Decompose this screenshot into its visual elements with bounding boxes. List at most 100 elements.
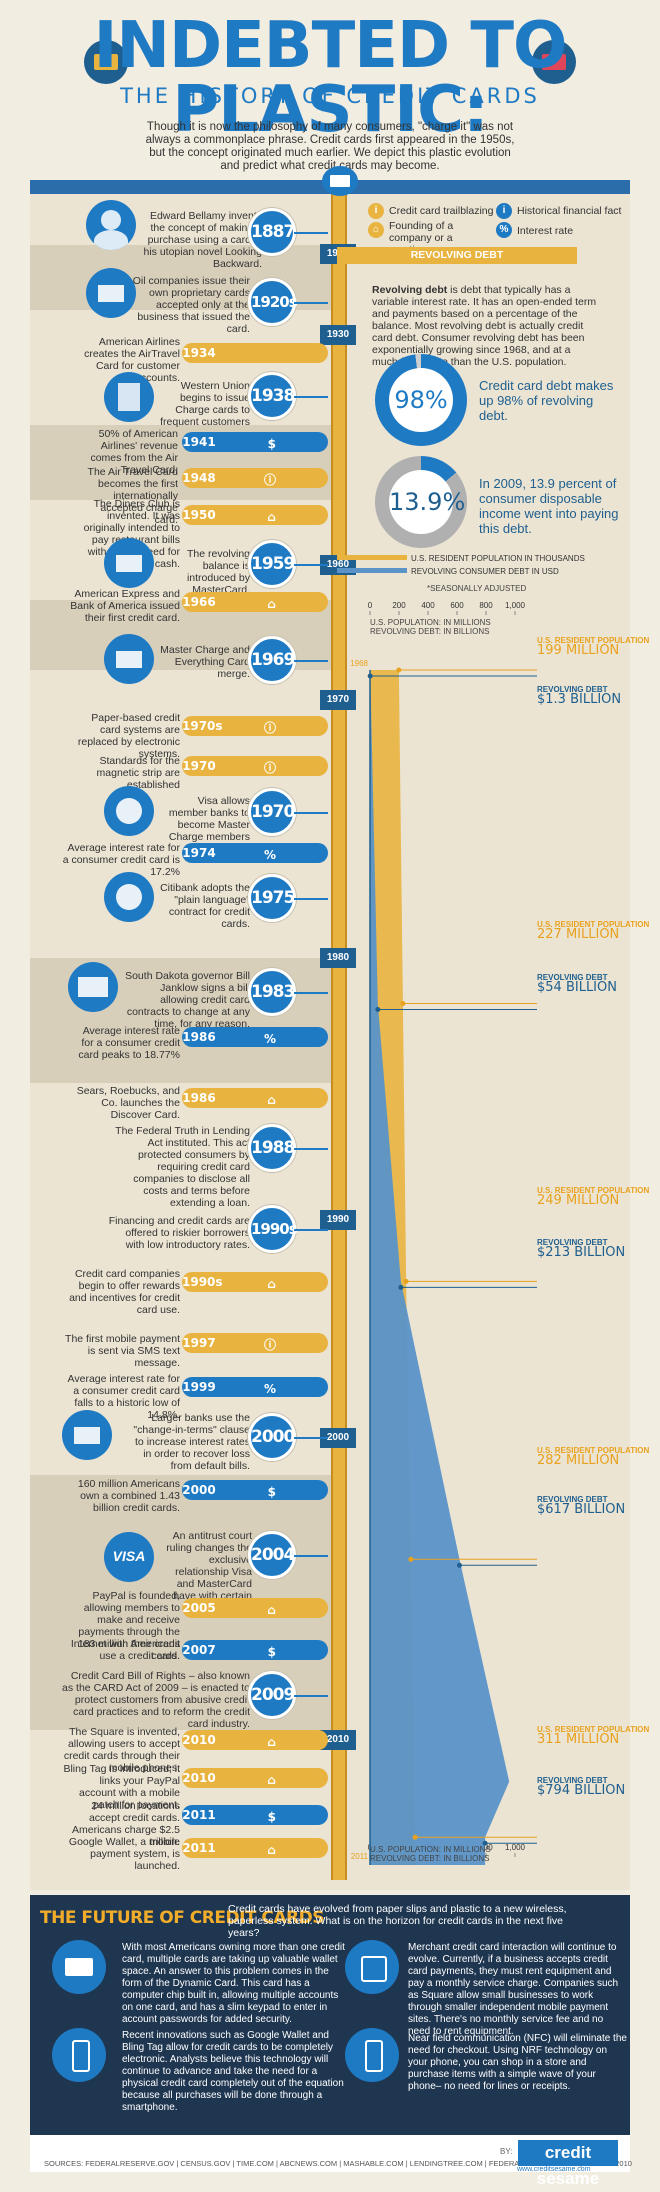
year-label: 1970 (182, 759, 216, 773)
debt-point (482, 1840, 488, 1846)
connector-line (294, 812, 328, 814)
year-badge: 1969 (248, 636, 296, 684)
card-photo-icon (86, 268, 136, 318)
annotation-label: REVOLVING DEBT (537, 1776, 608, 1785)
stat-text-13: In 2009, 13.9 percent of consumer dispos… (479, 476, 619, 536)
definition-term: Revolving debt (372, 284, 448, 296)
card-icon (104, 538, 154, 588)
year-label: 2010 (182, 1771, 216, 1785)
decade-marker: 1970 (320, 690, 356, 710)
event-text: 50% of American Airlines' revenue comes … (90, 428, 178, 476)
dollar-icon: $ (267, 1645, 276, 1659)
year-label: 2011 (182, 1841, 216, 1855)
legend-text: U.S. RESIDENT POPULATION IN THOUSANDS (411, 554, 585, 563)
year-pill: 1999% (182, 1377, 328, 1397)
stat-ring-value: 13.9% (389, 470, 465, 534)
annotation-value: 311 MILLION (537, 1732, 620, 1747)
event-text: Oil companies issue their own proprietar… (132, 275, 250, 335)
dollar-icon: $ (267, 1810, 276, 1824)
percent-icon: % (263, 1382, 276, 1396)
year-pill: 2011 ⌂ (182, 1838, 328, 1858)
year-label: 1990s (182, 1275, 223, 1289)
mobile-wallet-icon (52, 2028, 106, 2082)
axis-tick-label: 800 (479, 601, 493, 610)
year-badge: 1970 (248, 788, 296, 836)
percent-icon: % (263, 848, 276, 862)
year-label: 1999 (182, 1380, 216, 1394)
bank-icon: ⌂ (267, 597, 276, 611)
year-label: 1941 (182, 435, 216, 449)
by-label: BY: (500, 2147, 513, 2156)
year-pill: 2010 ⌂ (182, 1768, 328, 1788)
legend-text: REVOLVING CONSUMER DEBT IN USD (411, 567, 559, 576)
event-text: 183 million Americans use a credit card. (77, 1638, 180, 1662)
year-pill: 1941 $ (182, 432, 328, 452)
stat-ring-13: 13.9% (375, 456, 467, 548)
event-text: 24 million locations accept credit cards… (72, 1800, 180, 1848)
event-text: Financing and credit cards are offered t… (108, 1215, 250, 1251)
year-start-label: 1968 (350, 659, 368, 668)
year-label: 1986 (182, 1091, 216, 1105)
year-pill: 2011 $ (182, 1805, 328, 1825)
event-text: Average interest rate for a consumer cre… (62, 842, 180, 878)
historical-legend-icon: i (496, 203, 512, 219)
year-label: 1970s (182, 719, 223, 733)
bank-icon: ⌂ (267, 1093, 276, 1107)
chart-axis-label: U.S. POPULATION: IN MILLIONS (370, 618, 491, 627)
year-badge: 1975 (248, 874, 296, 922)
year-pill: 1997 ⓘ (182, 1333, 328, 1353)
event-text: The Air Travel Card becomes the first in… (87, 466, 178, 526)
population-annotation: U.S. RESIDENT POPULATION 249 MILLION (537, 1186, 650, 1207)
credit-sesame-logo[interactable]: credit sesame (518, 2140, 618, 2188)
credit-card-icon-right (532, 40, 576, 84)
annotation-value: 227 MILLION (537, 927, 620, 942)
card-icon (62, 1410, 112, 1460)
year-badge: 1920s (248, 278, 298, 326)
year-badge: 1887 (248, 208, 296, 256)
annotation-label: REVOLVING DEBT (537, 1238, 608, 1247)
annotation-value: 199 MILLION (537, 643, 620, 658)
credit-card-icon-left (84, 40, 128, 84)
population-point (412, 1834, 418, 1840)
annotation-value: $794 BILLION (537, 1783, 626, 1798)
info-icon: ⓘ (263, 761, 276, 775)
year-label: 1934 (182, 346, 216, 360)
seal-icon (104, 872, 154, 922)
event-text: Average interest rate for a consumer cre… (67, 1373, 180, 1421)
event-text: American Express and Bank of America iss… (70, 588, 180, 624)
year-pill: 2000 $ (182, 1480, 328, 1500)
legend-interest: Interest rate (517, 225, 574, 237)
annotation-label: U.S. RESIDENT POPULATION (537, 1186, 650, 1195)
connector-line (294, 1229, 328, 1231)
event-text: Master Charge and Everything Card merge. (160, 644, 250, 680)
info-icon: ⓘ (263, 1338, 276, 1352)
debt-point (375, 1006, 381, 1012)
year-pill: 1970s ⓘ (182, 716, 328, 736)
debt-annotation: REVOLVING DEBT $54 BILLION (537, 973, 617, 994)
event-text: PayPal is founded, allowing members to m… (70, 1590, 180, 1662)
year-label: 1974 (182, 846, 216, 860)
year-pill: 2005 ⌂ (182, 1598, 328, 1618)
annotation-label: REVOLVING DEBT (537, 685, 608, 694)
chart-axis-label: REVOLVING DEBT: IN BILLIONS (370, 1854, 490, 1863)
connector-line (294, 1695, 328, 1697)
year-label: 1950 (182, 508, 216, 522)
connector-line (294, 564, 328, 566)
population-annotation: U.S. RESIDENT POPULATION 227 MILLION (537, 920, 649, 942)
year-label: 1966 (182, 595, 216, 609)
event-text: The Square is invented, allowing users t… (63, 1726, 180, 1774)
bank-icon: ⌂ (267, 1603, 276, 1617)
year-badge: 1983 (248, 968, 296, 1016)
year-badge: 1988 (248, 1124, 296, 1172)
axis-tick-label: 600 (450, 601, 464, 610)
decade-marker: 1990 (320, 1210, 356, 1230)
population-annotation: U.S. RESIDENT POPULATION 282 MILLION (537, 1446, 649, 1467)
debt-annotation: REVOLVING DEBT $1.3 BILLION (537, 685, 622, 707)
debt-point (456, 1562, 462, 1568)
decade-marker: 2010 (320, 1730, 356, 1750)
brand-url[interactable]: www.creditsesame.com (517, 2166, 591, 2173)
population-annotation: U.S. RESIDENT POPULATION 311 MILLION (537, 1725, 649, 1747)
portrait-icon (86, 200, 136, 250)
year-pill: 1948 ⓘ (182, 468, 328, 488)
annotation-value: $1.3 BILLION (537, 692, 622, 707)
